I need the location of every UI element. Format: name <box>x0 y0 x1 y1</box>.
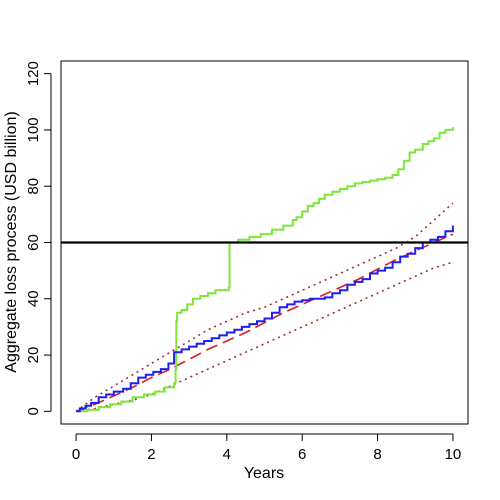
x-tick-label: 6 <box>298 446 306 463</box>
series-line-2 <box>76 225 454 413</box>
y-tick-label: 20 <box>25 347 42 364</box>
y-tick-label: 120 <box>25 61 42 86</box>
y-tick-label: 60 <box>25 234 42 251</box>
x-tick-label: 8 <box>373 446 381 463</box>
reference-line-3 <box>75 261 454 413</box>
x-tick-label: 4 <box>223 446 231 463</box>
y-tick-label: 40 <box>25 290 42 307</box>
y-tick-label: 0 <box>25 407 42 415</box>
reference-line-1 <box>75 233 454 413</box>
y-axis-label: Aggregate loss process (USD billion) <box>3 111 20 372</box>
x-tick-label: 10 <box>445 446 462 463</box>
x-axis-label: Years <box>244 465 284 482</box>
y-tick-label: 100 <box>25 117 42 142</box>
reference-line-2 <box>75 202 454 412</box>
x-tick-label: 0 <box>72 446 80 463</box>
series-line-1 <box>76 127 454 413</box>
x-tick-label: 2 <box>147 446 155 463</box>
plot-frame <box>60 60 469 425</box>
y-tick-label: 80 <box>25 178 42 195</box>
